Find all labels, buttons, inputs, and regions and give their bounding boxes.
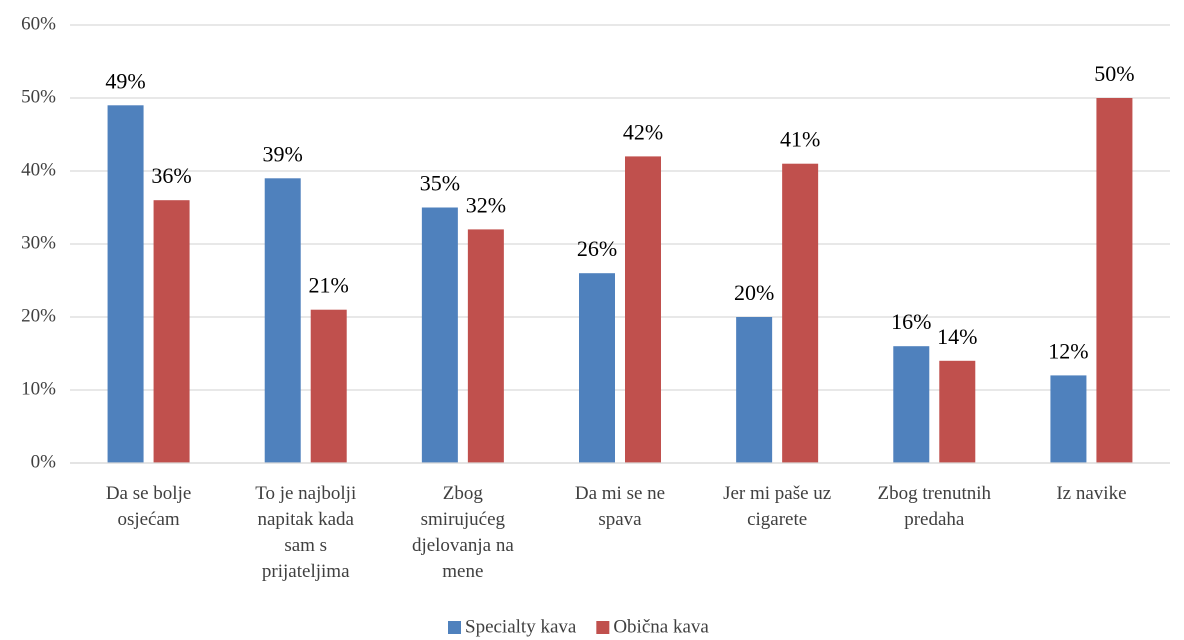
bar (310, 309, 347, 463)
value-label: 35% (420, 171, 460, 196)
value-label: 16% (891, 309, 931, 334)
value-label: 14% (937, 324, 977, 349)
bar (421, 207, 458, 463)
bar (467, 229, 504, 463)
x-tick-label: Iz navike (1056, 483, 1126, 504)
bar (1050, 375, 1087, 463)
value-label: 50% (1094, 61, 1134, 86)
y-tick-label: 50% (21, 86, 56, 107)
value-label: 49% (105, 68, 145, 93)
y-tick-label: 0% (31, 451, 57, 472)
y-tick-label: 40% (21, 159, 56, 180)
legend-swatch (448, 621, 461, 634)
value-label: 36% (151, 163, 191, 188)
value-label: 42% (623, 119, 663, 144)
y-tick-label: 10% (21, 378, 56, 399)
legend-label: Obična kava (613, 616, 709, 637)
bar (782, 163, 819, 463)
value-label: 21% (309, 273, 349, 298)
bar (153, 200, 190, 463)
y-tick-label: 60% (21, 13, 56, 34)
bar (264, 178, 301, 464)
legend-label: Specialty kava (465, 616, 577, 637)
bar (579, 273, 615, 463)
value-label: 41% (780, 127, 820, 152)
y-tick-label: 30% (21, 232, 56, 253)
y-tick-label: 20% (21, 305, 56, 326)
x-tick-label: Da mi se ne spava (575, 483, 665, 530)
x-tick-label: To je najbolji napitak kada sam s prijatelj… (255, 483, 356, 582)
value-label: 12% (1048, 338, 1088, 363)
value-label: 20% (734, 280, 774, 305)
bar (625, 156, 661, 463)
bar (893, 346, 930, 463)
x-tick-label: Da se bolje osjećam (106, 483, 191, 530)
legend-swatch (596, 621, 610, 634)
bar (107, 105, 144, 464)
value-label: 26% (577, 236, 617, 261)
bar (736, 317, 773, 463)
x-tick-label: Jer mi paše uz cigarete (723, 483, 831, 530)
bar (939, 360, 976, 463)
x-tick-label: Zbog smirujućeg djelovanja na mene (412, 483, 514, 582)
bar (1096, 98, 1133, 463)
x-tick-label: Zbog trenutnih predaha (878, 483, 992, 530)
value-label: 32% (466, 192, 506, 217)
value-label: 39% (263, 141, 303, 166)
